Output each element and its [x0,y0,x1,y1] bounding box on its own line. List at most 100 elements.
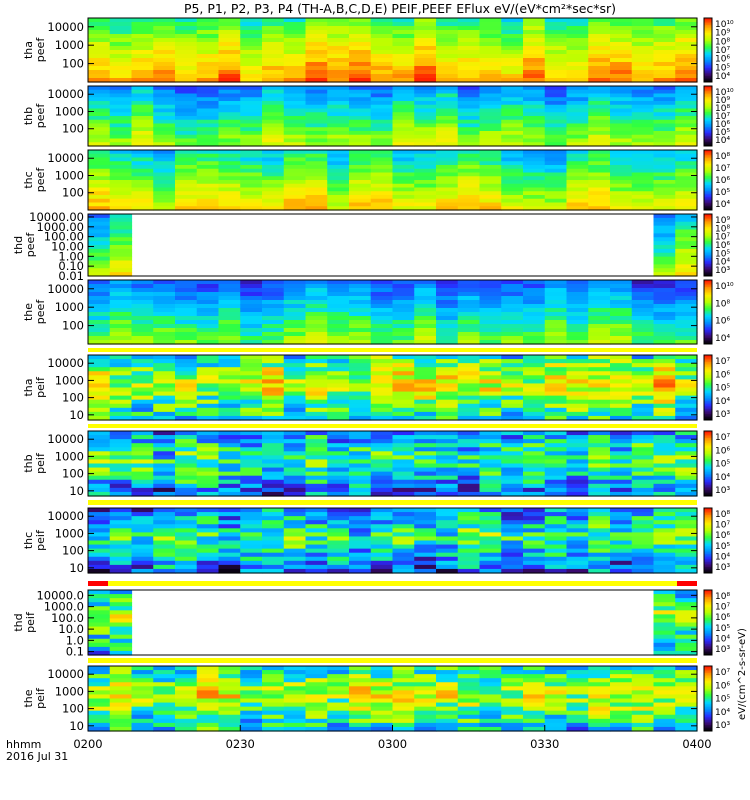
spectrogram-cell [109,722,133,728]
spectrogram-cell [240,528,263,533]
spectrogram-cell [196,93,220,98]
spectrogram-cell [131,375,154,380]
spectrogram-cell [631,714,655,720]
spectrogram-cell [675,78,698,83]
spectrogram-cell [479,42,502,47]
spectrogram-cell [414,467,437,473]
spectrogram-cell [109,221,133,227]
spectrogram-cell [262,690,285,696]
spectrogram-cell [479,467,502,473]
spectrogram-cell [305,536,328,542]
spectrogram-cell [544,150,568,155]
spectrogram-cell [196,367,220,372]
spectrogram-cell [653,42,676,47]
spectrogram-cell [523,714,546,720]
spectrogram-cell [631,459,655,465]
spectrogram-cell [305,690,328,696]
spectrogram-cell [370,459,394,465]
spectrogram-cell [523,93,546,98]
colorbar-cell [704,622,712,625]
colorbar-cell [704,726,712,729]
spectrogram-cell [175,714,198,720]
spectrogram-cell [370,556,394,562]
spectrogram-cell [175,328,198,333]
spectrogram-cell [610,108,633,113]
spectrogram-cell [631,187,655,192]
spectrogram-cell [588,332,611,337]
spectrogram-cell [501,508,524,513]
spectrogram-cell [566,491,589,497]
spectrogram-cell [327,78,350,83]
spectrogram-cell [109,363,133,368]
spectrogram-cell [283,300,307,305]
spectrogram-cell [501,367,524,372]
spectrogram-cell [436,150,459,155]
colorbar-cell [704,481,712,484]
spectrogram-cell [501,491,524,497]
spectrogram-cell [131,487,154,493]
spectrogram-cell [370,300,394,305]
spectrogram-cell [109,602,133,607]
spectrogram-cell [588,308,611,313]
spectrogram-cell [653,288,676,293]
spectrogram-cell [327,443,350,448]
spectrogram-cell [544,363,568,368]
spectrogram-cell [218,714,241,720]
spectrogram-cell [610,50,633,55]
spectrogram-cell [675,86,698,91]
spectrogram-cell [501,74,524,79]
spectrogram-cell [240,93,263,98]
spectrogram-cell [327,101,350,106]
spectrogram-cell [109,264,133,269]
spectrogram-cell [196,487,220,493]
spectrogram-cell [610,134,633,140]
spectrogram-cell [370,165,394,170]
spectrogram-cell [175,308,198,313]
spectrogram-cell [196,702,220,708]
spectrogram-cell [218,320,241,325]
spectrogram-cell [544,316,568,321]
spectrogram-cell [392,560,415,566]
spectrogram-cell [566,682,589,687]
spectrogram-cell [610,544,633,550]
spectrogram-cell [153,34,176,39]
spectrogram-cell [88,191,111,196]
spectrogram-cell [479,97,502,102]
spectrogram-cell [196,165,220,170]
spectrogram-cell [109,198,133,204]
spectrogram-cell [153,560,176,566]
colorbar-tick-label: 10⁷ [715,46,730,56]
spectrogram-cell [109,161,133,166]
spectrogram-cell [131,491,154,497]
colorbar-cell [704,138,712,141]
spectrogram-cell [610,38,633,43]
colorbar-cell [704,369,712,372]
spectrogram-cell [610,304,633,309]
spectrogram-cell [675,598,698,603]
spectrogram-cell [588,710,611,716]
spectrogram-cell [653,195,676,200]
spectrogram-cell [544,459,568,465]
colorbar-cell [704,305,712,308]
colorbar-tick-label: 10⁴ [715,552,730,562]
spectrogram-cell [305,475,328,481]
spectrogram-cell [479,355,502,360]
spectrogram-cell [88,288,111,293]
spectrogram-cell [131,431,154,436]
spectrogram-cell [436,134,459,140]
spectrogram-cell [370,471,394,477]
spectrogram-cell [153,439,176,444]
spectrogram-cell [436,332,459,337]
spectrogram-cell [305,670,328,675]
spectrogram-cell [392,308,415,313]
spectrogram-cell [88,18,111,23]
spectrogram-cell [349,101,372,106]
spectrogram-cell [153,206,176,211]
spectrogram-cell [436,670,459,675]
spectrogram-cell [88,690,111,696]
spectrogram-cell [283,363,307,368]
spectrogram-cell [479,459,502,465]
spectrogram-cell [675,70,698,75]
spectrogram-cell [588,150,611,155]
spectrogram-cell [588,202,611,207]
